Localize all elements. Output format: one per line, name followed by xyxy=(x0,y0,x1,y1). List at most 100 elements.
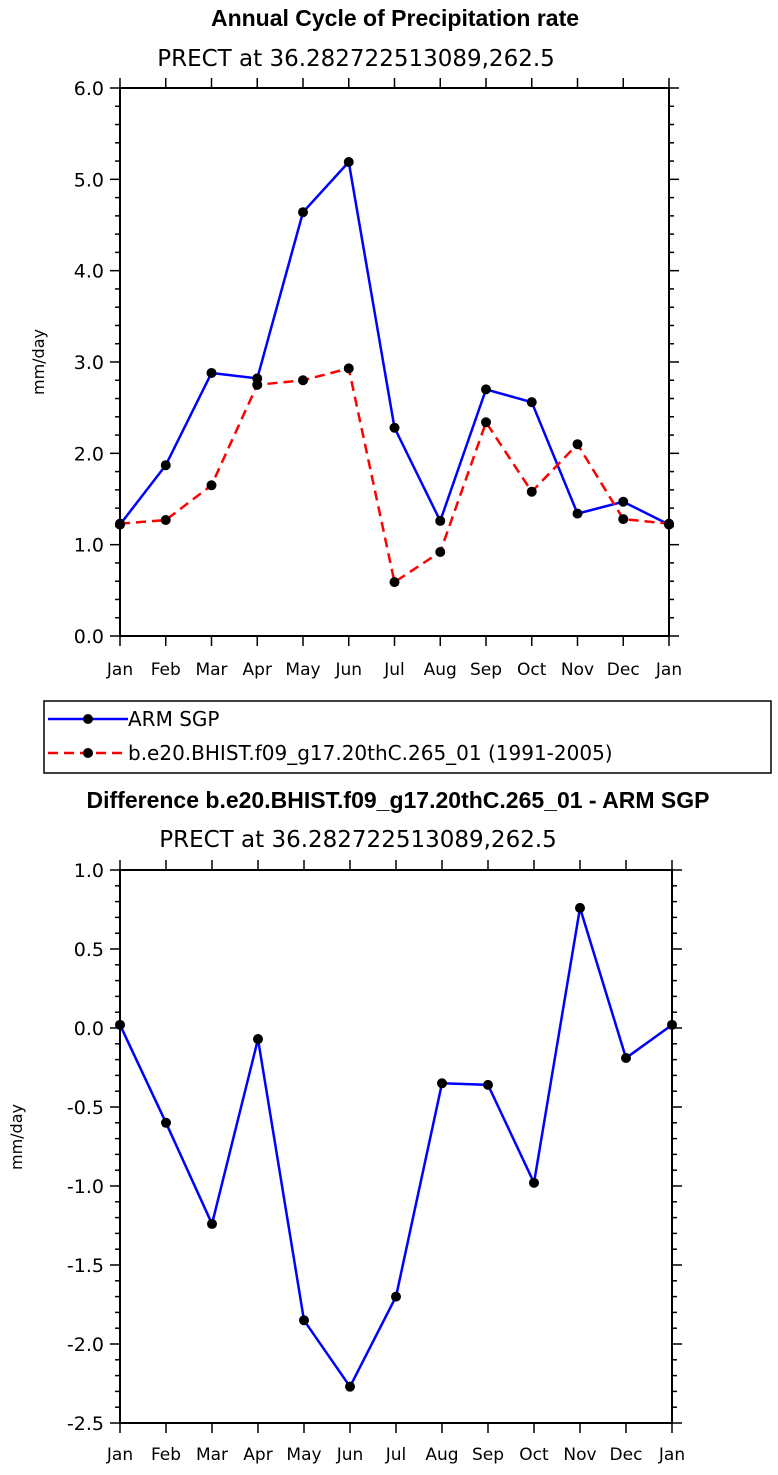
axis-ticks xyxy=(110,860,682,1433)
data-point-series-2 xyxy=(252,379,263,390)
x-tick-label: Apr xyxy=(243,660,272,680)
chart-subtitle: PRECT at 36.282722513089,262.5 xyxy=(157,46,555,72)
data-point-series-1 xyxy=(206,367,217,378)
x-tick-label: Aug xyxy=(424,660,457,680)
y-tick-label: 0.5 xyxy=(74,939,104,961)
data-point-series-1 xyxy=(391,1291,401,1302)
y-tick-label: 0.0 xyxy=(74,1018,104,1040)
data-point-series-1 xyxy=(667,1019,677,1030)
y-tick-label: -0.5 xyxy=(67,1097,104,1119)
y-tick-label: 2.0 xyxy=(74,443,104,465)
difference-chart: Difference b.e20.BHIST.f09_g17.20thC.265… xyxy=(7,787,709,1465)
x-tick-label: Feb xyxy=(151,660,181,680)
x-tick-label: May xyxy=(285,660,320,680)
data-point-series-2 xyxy=(206,480,217,491)
y-tick-label: -1.0 xyxy=(67,1176,104,1198)
x-tick-label: Jun xyxy=(334,660,362,680)
legend-label-model: b.e20.BHIST.f09_g17.20thC.265_01 (1991-2… xyxy=(128,741,613,765)
data-point-series-1 xyxy=(526,397,537,408)
x-tick-label: Dec xyxy=(607,660,640,680)
x-tick-label: Jan xyxy=(655,660,682,680)
x-tick-label: Dec xyxy=(610,1445,643,1465)
axis-ticks xyxy=(110,78,679,646)
data-point-series-1 xyxy=(618,496,629,507)
series-line-2 xyxy=(119,367,670,584)
data-point-series-2 xyxy=(115,518,125,529)
data-point-series-1 xyxy=(160,460,171,471)
data-point-series-2 xyxy=(435,546,446,557)
legend-label-arm-sgp: ARM SGP xyxy=(128,707,219,731)
y-tick-labels: 0.0 1.0 2.0 3.0 4.0 5.0 6.0 xyxy=(74,78,104,648)
data-point-series-1 xyxy=(389,422,400,433)
data-point-series-2 xyxy=(572,439,583,450)
y-axis-title: mm/day xyxy=(29,329,48,395)
x-tick-label: Jun xyxy=(336,1445,364,1465)
data-point-series-1 xyxy=(207,1218,217,1229)
x-tick-label: Jul xyxy=(385,1445,407,1465)
y-tick-label: 4.0 xyxy=(74,261,104,283)
legend-marker-model xyxy=(83,748,93,758)
data-point-series-1 xyxy=(529,1177,539,1188)
y-tick-label: 6.0 xyxy=(74,78,104,100)
data-point-series-1 xyxy=(575,902,585,913)
series-layer xyxy=(115,902,677,1392)
x-tick-label: Feb xyxy=(151,1445,181,1465)
x-tick-label: Nov xyxy=(561,660,594,680)
y-tick-label: 0.0 xyxy=(74,626,104,648)
y-tick-label: 1.0 xyxy=(74,535,104,557)
legend-marker-arm-sgp xyxy=(83,714,93,724)
precip-annual-cycle-chart: Annual Cycle of Precipitation rate PRECT… xyxy=(29,5,682,680)
series-line-1 xyxy=(119,160,670,526)
data-point-series-1 xyxy=(298,207,308,218)
data-point-series-2 xyxy=(389,577,400,588)
data-point-series-1 xyxy=(435,515,446,526)
y-axis-title: mm/day xyxy=(7,1104,26,1170)
y-tick-label: 3.0 xyxy=(74,352,104,374)
legend: ARM SGP b.e20.BHIST.f09_g17.20thC.265_01… xyxy=(43,700,772,774)
data-point-series-2 xyxy=(481,417,491,428)
x-tick-label: Oct xyxy=(519,1445,549,1465)
y-tick-label: 5.0 xyxy=(74,169,104,191)
x-tick-label: Sep xyxy=(472,1445,504,1465)
data-point-series-2 xyxy=(343,363,354,374)
x-tick-labels: Jan Feb Mar Apr May Jun Jul Aug Sep Oct Nov Dec Jan xyxy=(106,660,682,680)
data-point-series-1 xyxy=(115,1019,125,1030)
x-tick-label: Mar xyxy=(196,1445,228,1465)
data-point-series-2 xyxy=(160,515,171,526)
data-point-series-1 xyxy=(343,156,354,167)
series-line-1 xyxy=(118,906,673,1388)
plot-frame xyxy=(119,869,673,1424)
x-tick-label: Oct xyxy=(517,660,547,680)
y-tick-label: 1.0 xyxy=(74,860,104,882)
y-tick-label: -1.5 xyxy=(67,1255,104,1277)
chart-title: Annual Cycle of Precipitation rate xyxy=(211,5,579,31)
legend-frame xyxy=(43,700,772,774)
data-point-series-1 xyxy=(161,1117,171,1128)
x-tick-label: Nov xyxy=(563,1445,596,1465)
data-point-series-2 xyxy=(618,514,629,525)
data-point-series-1 xyxy=(253,1034,263,1045)
x-tick-label: Aug xyxy=(425,1445,458,1465)
chart-title: Difference b.e20.BHIST.f09_g17.20thC.265… xyxy=(87,787,710,813)
x-tick-label: Jan xyxy=(106,660,133,680)
x-tick-label: Sep xyxy=(470,660,502,680)
x-tick-label: Apr xyxy=(243,1445,272,1465)
data-point-series-1 xyxy=(621,1053,631,1064)
y-tick-label: -2.0 xyxy=(67,1334,104,1356)
data-point-series-1 xyxy=(481,384,491,395)
x-tick-label: Mar xyxy=(195,660,227,680)
data-point-series-1 xyxy=(345,1381,355,1392)
data-point-series-1 xyxy=(483,1079,493,1090)
data-point-series-2 xyxy=(298,375,308,386)
x-tick-label: Jan xyxy=(106,1445,133,1465)
x-tick-label: Jul xyxy=(383,660,405,680)
plot-frame xyxy=(119,87,670,637)
data-point-series-2 xyxy=(526,486,537,497)
data-point-series-1 xyxy=(299,1315,309,1326)
y-tick-labels: -2.5 -2.0 -1.5 -1.0 -0.5 0.0 0.5 1.0 xyxy=(67,860,104,1435)
chart-subtitle: PRECT at 36.282722513089,262.5 xyxy=(159,827,557,853)
y-tick-label: -2.5 xyxy=(67,1413,104,1435)
x-tick-labels: Jan Feb Mar Apr May Jun Jul Aug Sep Oct Nov Dec Jan xyxy=(106,1445,685,1465)
x-tick-label: May xyxy=(286,1445,321,1465)
